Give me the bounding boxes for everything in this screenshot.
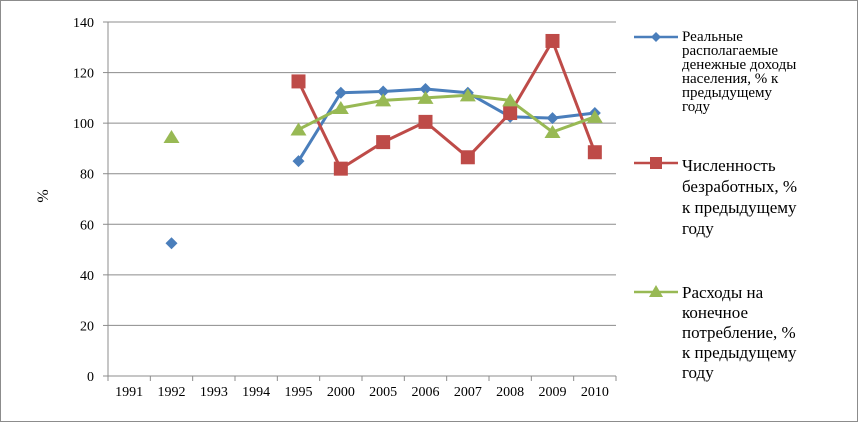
- legend-label-consumption: Расходы на конечное потребление, % к пре…: [682, 283, 797, 382]
- x-tick-label-2000: 2000: [327, 385, 355, 400]
- data-point-consumption-2006: [417, 90, 434, 104]
- data-point-income-2000: [334, 86, 347, 99]
- gridlines: [108, 21, 616, 326]
- data-point-unemployed-2010: [587, 145, 602, 160]
- data-point-unemployed-2006: [418, 114, 433, 129]
- legend-swatch-income: [634, 32, 678, 42]
- x-tick-label-2005: 2005: [369, 385, 397, 400]
- series-lines: [297, 39, 597, 171]
- x-tick-label-2010: 2010: [581, 385, 609, 400]
- y-axis-label: %: [35, 189, 52, 202]
- data-point-income-2005: [377, 85, 390, 98]
- data-point-consumption-2009: [544, 124, 561, 138]
- data-point-income-1995: [292, 155, 305, 168]
- data-point-consumption-2008: [502, 93, 519, 107]
- x-tick-label-1993: 1993: [200, 385, 228, 400]
- y-tick-label-120: 120: [73, 67, 94, 82]
- series-markers: [163, 33, 603, 250]
- data-point-consumption-1995: [290, 122, 307, 136]
- series-line-consumption: [297, 93, 597, 134]
- y-tick-label-20: 20: [80, 319, 94, 334]
- y-tick-label-80: 80: [80, 168, 94, 183]
- y-tick-label-60: 60: [80, 218, 94, 233]
- y-tick-label-140: 140: [73, 16, 94, 31]
- x-tick-label-2008: 2008: [496, 385, 524, 400]
- data-point-unemployed-2007: [460, 150, 475, 165]
- y-tick-label-0: 0: [87, 370, 94, 385]
- x-tick-label-1992: 1992: [158, 385, 186, 400]
- data-point-income-2006: [419, 83, 432, 96]
- y-tick-label-100: 100: [73, 117, 94, 132]
- legend-label-unemployed: Численность безработных, % к предыдущему…: [682, 156, 797, 238]
- legend-label-income: Реальные располагаемые денежные доходы н…: [682, 29, 797, 115]
- data-point-income-2009: [546, 112, 559, 125]
- legend-swatch-consumption: [634, 285, 678, 297]
- data-point-consumption-1992: [163, 130, 180, 144]
- data-point-consumption-2007: [459, 88, 476, 102]
- data-point-income-1992: [165, 237, 178, 250]
- data-point-unemployed-2009: [545, 33, 560, 48]
- data-point-unemployed-1995: [291, 74, 306, 89]
- data-point-unemployed-2008: [503, 106, 518, 121]
- data-point-consumption-2000: [332, 100, 349, 114]
- x-tick-label-1994: 1994: [242, 385, 270, 400]
- x-tick-label-2006: 2006: [412, 385, 440, 400]
- legend-swatch-unemployed: [634, 157, 678, 169]
- series-line-unemployed: [297, 39, 597, 171]
- data-point-consumption-2010: [586, 109, 603, 123]
- data-point-consumption-2005: [375, 93, 392, 107]
- data-point-unemployed-2000: [333, 161, 348, 176]
- x-tick-labels: 1991 1992 1993 1994 1995 2000 2005 2006 2007 2008…: [115, 385, 609, 400]
- y-tick-labels: 0 20 40 60 80 100 120 140: [73, 16, 94, 385]
- data-point-unemployed-2005: [376, 135, 391, 150]
- series-line-income: [297, 87, 597, 163]
- y-tick-label-40: 40: [80, 269, 94, 284]
- x-tick-label-1991: 1991: [115, 385, 143, 400]
- x-tick-label-2009: 2009: [539, 385, 567, 400]
- x-tick-label-2007: 2007: [454, 385, 482, 400]
- axes: [103, 21, 617, 381]
- x-tick-label-1995: 1995: [285, 385, 313, 400]
